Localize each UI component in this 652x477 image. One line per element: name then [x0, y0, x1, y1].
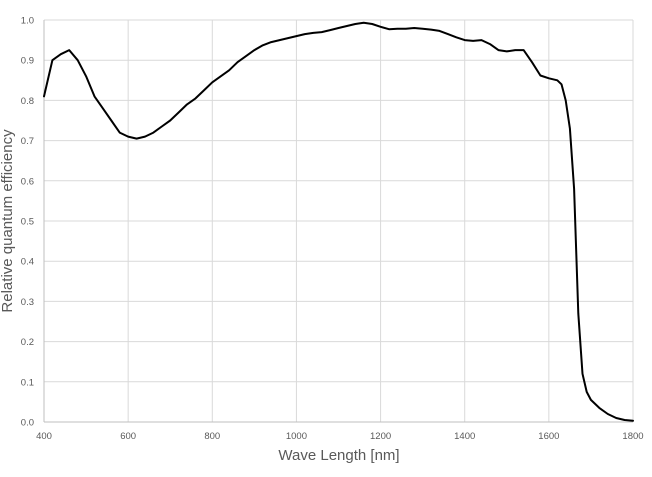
x-tick-label: 1800: [622, 431, 643, 442]
y-tick-label: 0.2: [21, 337, 34, 348]
x-tick-label: 1000: [286, 431, 307, 442]
grid-layer: [44, 19, 634, 422]
x-tick-label: 1200: [370, 431, 391, 442]
x-axis-title: Wave Length [nm]: [278, 447, 399, 464]
x-tick-label: 600: [120, 431, 136, 442]
qe-series-line: [43, 21, 634, 422]
axis-layer: [43, 20, 633, 423]
y-tick-label: 0.3: [21, 297, 34, 308]
y-tick-label: 0.7: [21, 136, 34, 147]
y-tick-label: 0.0: [21, 418, 34, 429]
y-tick-label: 0.4: [21, 257, 34, 268]
y-tick-label: 1.0: [21, 16, 34, 27]
y-tick-label: 0.8: [21, 96, 34, 107]
x-tick-labels: 400 600 800 1000 1200 1400 1600 1800: [36, 431, 644, 442]
y-axis-title: Relative quantum efficiency: [0, 129, 16, 313]
x-tick-label: 400: [36, 431, 52, 442]
y-tick-label: 0.9: [21, 56, 34, 67]
y-tick-label: 0.5: [21, 217, 34, 228]
y-tick-label: 0.1: [21, 377, 34, 388]
x-tick-label: 800: [204, 431, 220, 442]
y-tick-labels: 0.0 0.1 0.2 0.3 0.4 0.5 0.6 0.7 0.8 0.9 1.0: [21, 16, 34, 429]
x-tick-label: 1400: [454, 431, 475, 442]
y-tick-label: 0.6: [21, 176, 34, 187]
x-tick-label: 1600: [538, 431, 559, 442]
series-layer: [43, 21, 634, 422]
